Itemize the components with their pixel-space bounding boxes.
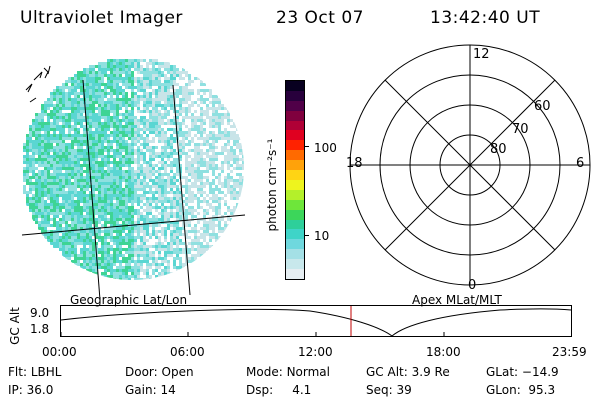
meridian-line (82, 79, 101, 300)
colorbar-segment (286, 80, 304, 91)
colorbar-unit-label: photon cm⁻²s⁻¹ (265, 138, 279, 232)
timeline-ytick-low: 1.8 (30, 322, 50, 336)
colorbar-tick-mark (305, 235, 309, 236)
status-seq: Seq: 39 (366, 383, 412, 397)
status-glon: GLon: 95.3 (486, 383, 555, 397)
colorbar-segment (286, 229, 304, 240)
timeline-xtick-2: 12:00 (298, 345, 333, 359)
status-ip: IP: 36.0 (8, 383, 53, 397)
auroral-image (20, 56, 246, 300)
colorbar-segment (286, 120, 304, 131)
colorbar-segment (286, 110, 304, 121)
status-dsp-value: 4.1 (292, 383, 312, 397)
date-label: 23 Oct 07 (276, 8, 364, 28)
altitude-timeline (60, 305, 572, 337)
colorbar-segment (286, 259, 304, 270)
status-glon-value: 95.3 (528, 383, 556, 397)
colorbar-segment (286, 239, 304, 250)
status-gc-alt-label: GC Alt: (366, 365, 408, 379)
time-label: 13:42:40 UT (430, 8, 541, 28)
status-dsp-label: Dsp: (246, 383, 274, 397)
colorbar-segment (286, 179, 304, 190)
polar-label-6: 6 (576, 156, 584, 171)
status-door-value: Open (161, 365, 194, 379)
colorbar-segment (286, 269, 304, 279)
polar-label-0: 0 (468, 278, 476, 293)
colorbar-segment (286, 90, 304, 101)
timeline-xtick-3: 18:00 (426, 345, 461, 359)
polar-plot: 12 18 6 0 60 70 80 (346, 44, 591, 293)
instrument-title: Ultraviolet Imager (20, 8, 183, 28)
colorbar-segment (286, 160, 304, 171)
polar-label-18: 18 (346, 156, 363, 171)
status-gc-alt-value: 3.9 Re (411, 365, 450, 379)
status-mode: Mode: Normal (246, 365, 330, 379)
colorbar-segment (286, 170, 304, 180)
status-glon-label: GLon: (486, 383, 521, 397)
status-gc-alt: GC Alt: 3.9 Re (366, 365, 450, 379)
colorbar-segment (286, 189, 304, 200)
timeline-xtick-4: 23:59 (552, 345, 587, 359)
timeline-ytick-high: 9.0 (30, 306, 50, 320)
status-seq-value: 39 (396, 383, 412, 397)
colorbar-segment (286, 219, 304, 230)
status-glat: GLat: −14.9 (486, 365, 559, 379)
colorbar-tick-10: 10 (314, 229, 330, 243)
status-filter-value: LBHL (30, 365, 62, 379)
status-filter: Flt: LBHL (8, 365, 61, 379)
colorbar-tick-100: 100 (314, 141, 337, 155)
status-gain: Gain: 14 (125, 383, 176, 397)
status-gain-label: Gain: (125, 383, 157, 397)
status-door: Door: Open (125, 365, 194, 379)
polar-lat-80: 80 (490, 142, 507, 157)
status-ip-value: 36.0 (26, 383, 54, 397)
colorbar-segment (286, 100, 304, 111)
colorbar-segment (286, 140, 304, 151)
coastline (25, 65, 51, 103)
status-mode-value: Normal (286, 365, 330, 379)
timeline-right-title: Apex MLat/MLT (412, 293, 502, 307)
colorbar (285, 80, 305, 280)
status-ip-label: IP: (8, 383, 23, 397)
timeline-axis-label: GC Alt (8, 307, 22, 345)
colorbar-segment (286, 209, 304, 220)
status-dsp: Dsp: 4.1 (246, 383, 311, 397)
status-mode-label: Mode: (246, 365, 283, 379)
status-seq-label: Seq: (366, 383, 393, 397)
altitude-curve (60, 308, 572, 337)
status-door-label: Door: (125, 365, 158, 379)
colorbar-segment (286, 150, 304, 161)
polar-lat-60: 60 (534, 99, 551, 114)
timeline-left-title: Geographic Lat/Lon (70, 293, 188, 307)
status-glat-value: −14.9 (521, 365, 559, 379)
polar-label-12: 12 (473, 47, 490, 62)
colorbar-segment (286, 249, 304, 260)
latitude-line (21, 214, 246, 236)
colorbar-tick-mark (305, 146, 309, 147)
status-filter-label: Flt: (8, 365, 27, 379)
colorbar-segment (286, 130, 304, 141)
timeline-xtick-1: 06:00 (170, 345, 205, 359)
timeline-xtick-0: 00:00 (42, 345, 77, 359)
meridian-line (172, 84, 191, 296)
status-gain-value: 14 (160, 383, 176, 397)
polar-lat-70: 70 (512, 122, 529, 137)
timeline-frame (60, 305, 572, 337)
status-glat-label: GLat: (486, 365, 519, 379)
polar-diagonal (384, 79, 556, 251)
colorbar-segment (286, 199, 304, 210)
